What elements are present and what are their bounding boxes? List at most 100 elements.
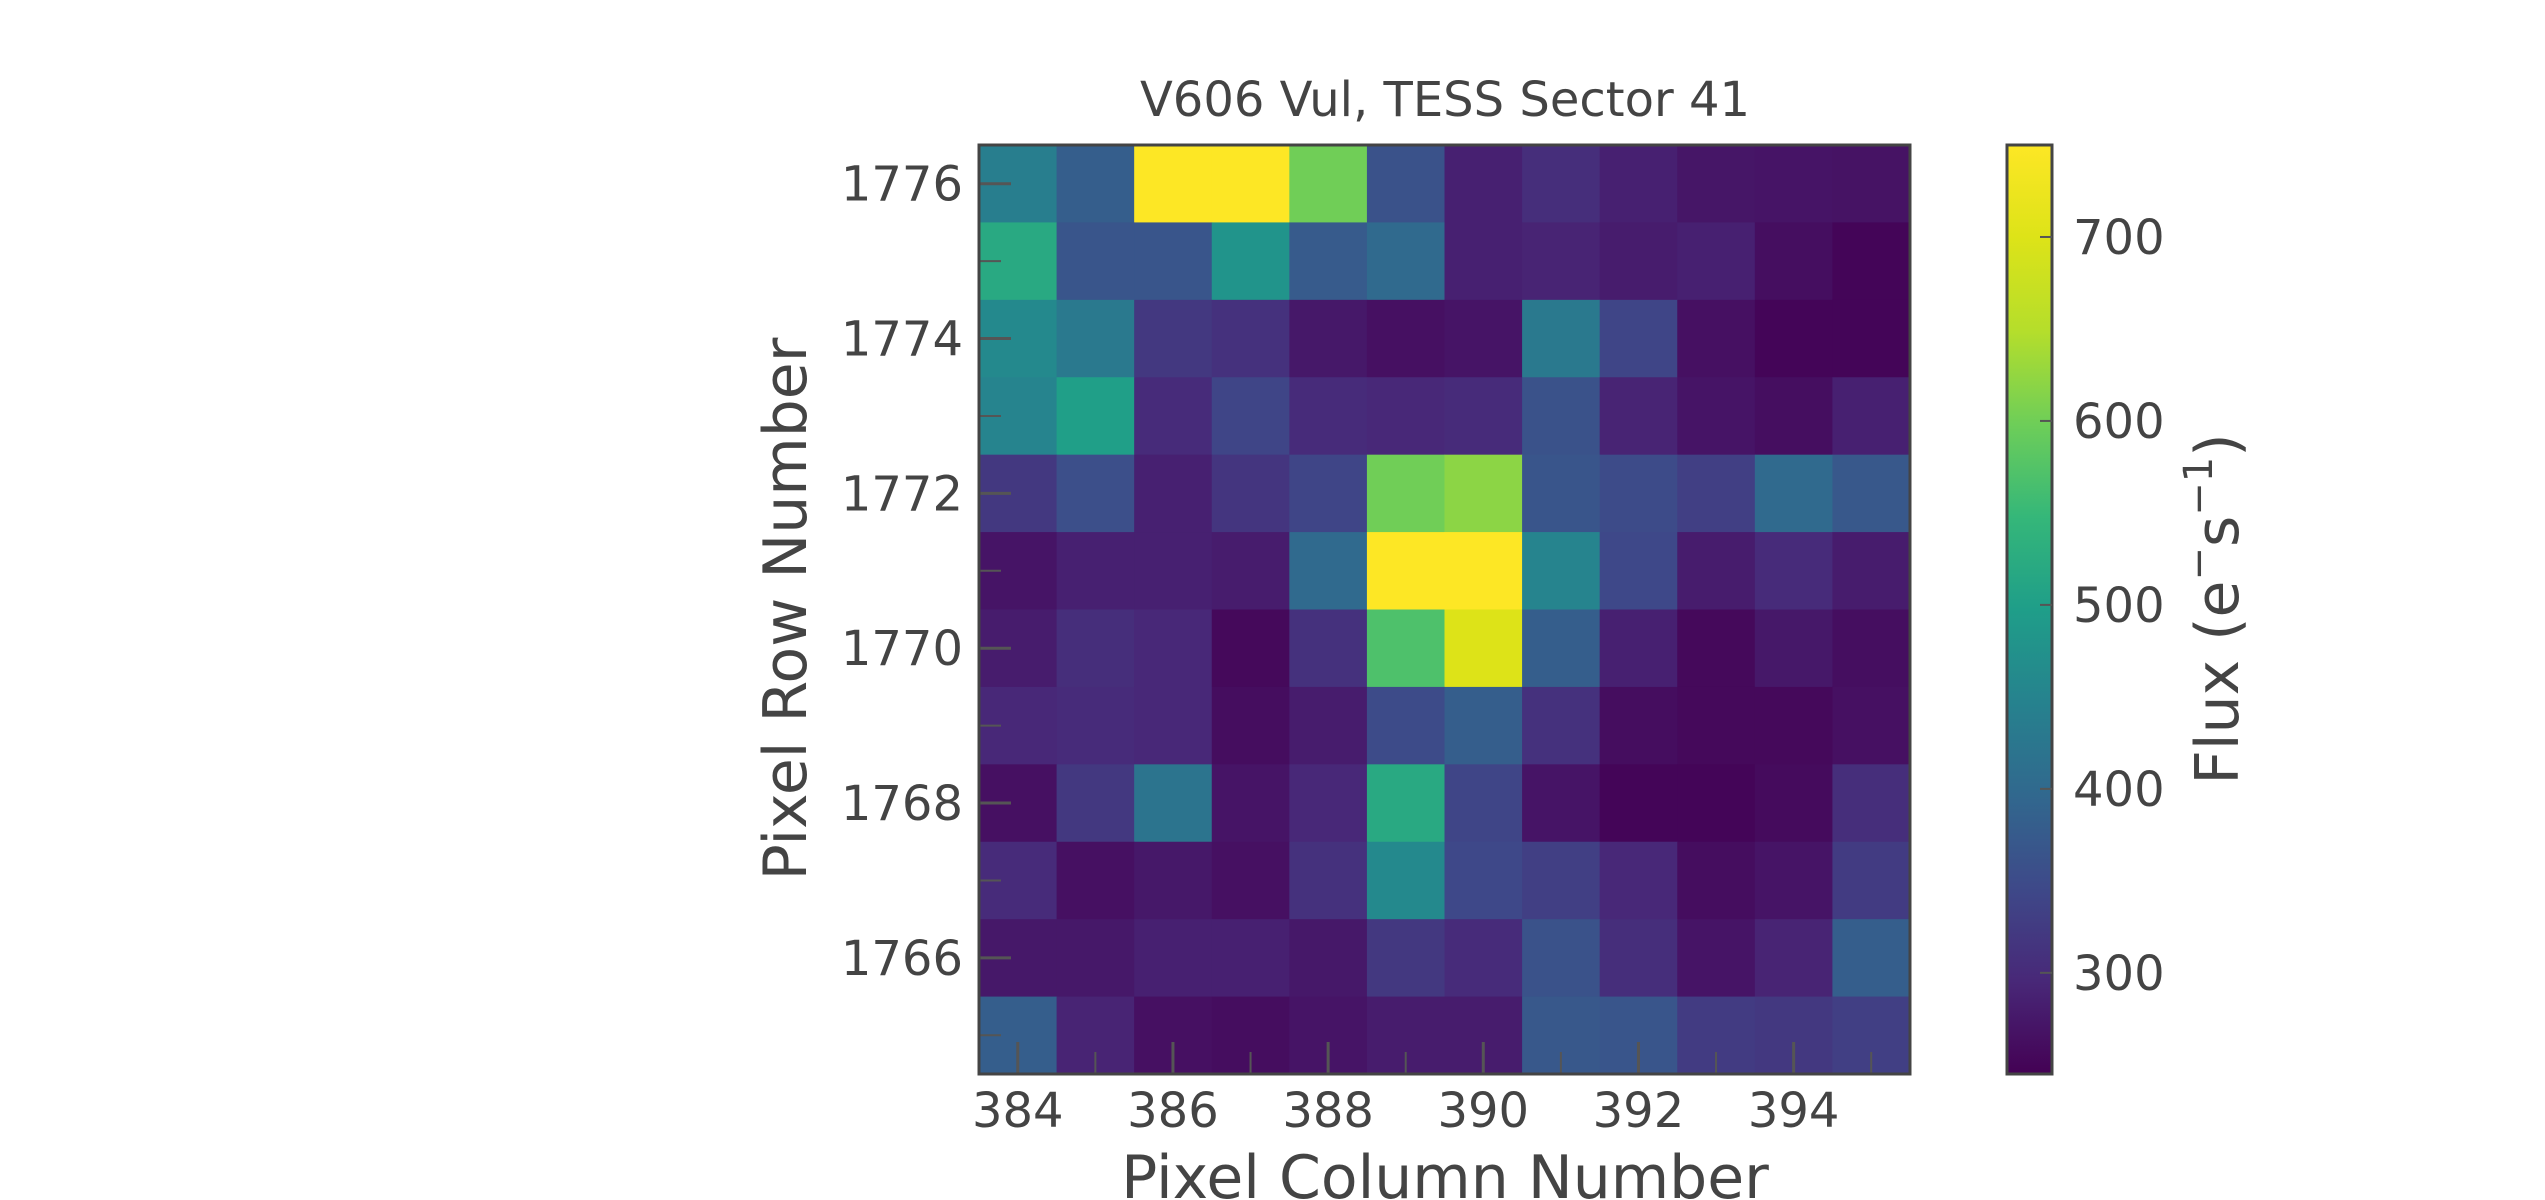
colorbar-tick-label: 600: [2073, 394, 2165, 450]
heatmap-cell: [1754, 145, 1834, 224]
heatmap-cell: [1754, 609, 1834, 688]
heatmap-cell: [1366, 686, 1446, 765]
heatmap-cell: [1134, 686, 1213, 765]
colorbar-tick-label: 300: [2073, 946, 2165, 1002]
heatmap-cell: [1056, 609, 1135, 688]
heatmap-cell: [1056, 841, 1135, 920]
heatmap-cell: [1832, 764, 1911, 843]
heatmap-cell: [1677, 377, 1756, 456]
heatmap-cell: [1134, 454, 1213, 533]
heatmap-cell: [1444, 145, 1523, 224]
x-tick-label: 386: [1127, 1083, 1219, 1139]
heatmap-cell: [1289, 222, 1368, 301]
heatmap-cell: [1444, 609, 1523, 688]
heatmap-cell: [1677, 299, 1756, 378]
y-tick-label: 1774: [841, 312, 963, 368]
heatmap-cell: [1522, 841, 1601, 920]
heatmap-cell: [1599, 377, 1678, 456]
heatmap-cell: [1211, 841, 1290, 920]
heatmap-cell: [1832, 919, 1911, 998]
heatmap-cell: [1522, 145, 1601, 224]
heatmap-cell: [1134, 299, 1213, 378]
y-axis-label: Pixel Row Number: [751, 337, 821, 880]
heatmap-cell: [1599, 222, 1678, 301]
heatmap-cell: [1444, 377, 1523, 456]
heatmap-cell: [1211, 454, 1290, 533]
heatmap-cell: [1754, 299, 1834, 378]
y-tick-label: 1770: [841, 621, 963, 677]
heatmap-cell: [1289, 764, 1368, 843]
heatmap-cell: [1754, 454, 1834, 533]
heatmap-cell: [1522, 609, 1601, 688]
heatmap-cell: [1366, 299, 1446, 378]
heatmap-cell: [1677, 841, 1756, 920]
heatmap-cells: [979, 145, 1911, 1075]
heatmap-cell: [1056, 919, 1135, 998]
heatmap-cell: [1444, 841, 1523, 920]
heatmap-cell: [1211, 222, 1290, 301]
heatmap-cell: [1754, 222, 1834, 301]
x-tick-label: 384: [972, 1083, 1064, 1139]
x-tick-label: 394: [1748, 1083, 1840, 1139]
heatmap-cell: [1522, 686, 1601, 765]
heatmap-cell: [1677, 919, 1756, 998]
colorbar: [2005, 143, 2054, 1076]
heatmap-cell: [1522, 919, 1601, 998]
heatmap-cell: [1599, 764, 1678, 843]
heatmap-cell: [1134, 609, 1213, 688]
axis-ticks: 384 386 388 390 392 394 1776 1774 1772 1770 1768 17…: [841, 157, 1873, 1139]
heatmap-cell: [1832, 609, 1911, 688]
heatmap-cell: [1599, 299, 1678, 378]
chart-title: V606 Vul, TESS Sector 41: [1140, 72, 1750, 128]
heatmap-cell: [1754, 841, 1834, 920]
plot-frame: [977, 143, 1912, 1076]
heatmap-cell: [1134, 222, 1213, 301]
heatmap-cell: [1599, 609, 1678, 688]
colorbar-tick-label: 400: [2073, 762, 2165, 818]
heatmap-cell: [1832, 532, 1911, 611]
heatmap-cell: [1211, 764, 1290, 843]
heatmap-cell: [1056, 454, 1135, 533]
heatmap-cell: [1522, 222, 1601, 301]
heatmap-cell: [1134, 145, 1213, 224]
heatmap-cell: [1056, 686, 1135, 765]
heatmap-cell: [1366, 764, 1446, 843]
y-tick-label: 1772: [841, 466, 963, 522]
heatmap-cell: [1832, 222, 1911, 301]
heatmap-cell: [1522, 299, 1601, 378]
heatmap-cell: [1289, 454, 1368, 533]
heatmap-cell: [1832, 145, 1911, 224]
y-tick-label: 1768: [841, 776, 963, 832]
heatmap-cell: [1444, 919, 1523, 998]
heatmap-cell: [1832, 454, 1911, 533]
heatmap-cell: [1677, 222, 1756, 301]
x-tick-label: 388: [1282, 1083, 1374, 1139]
heatmap-cell: [1444, 222, 1523, 301]
heatmap-cell: [1134, 919, 1213, 998]
heatmap-cell: [1522, 764, 1601, 843]
heatmap-cell: [1599, 145, 1678, 224]
heatmap-cell: [1289, 686, 1368, 765]
heatmap-cell: [1211, 299, 1290, 378]
heatmap-cell: [1134, 841, 1213, 920]
heatmap-cell: [1366, 532, 1446, 611]
heatmap-cell: [1599, 532, 1678, 611]
heatmap-cell: [1599, 841, 1678, 920]
heatmap-cell: [1056, 532, 1135, 611]
heatmap-cell: [1289, 841, 1368, 920]
heatmap-cell: [1289, 919, 1368, 998]
heatmap-cell: [1366, 145, 1446, 224]
heatmap-cell: [1677, 609, 1756, 688]
x-tick-label: 392: [1593, 1083, 1685, 1139]
heatmap-cell: [1134, 377, 1213, 456]
heatmap-cell: [1599, 919, 1678, 998]
heatmap-cell: [1444, 686, 1523, 765]
heatmap-cell: [1522, 532, 1601, 611]
heatmap-cell: [1832, 377, 1911, 456]
heatmap-cell: [1754, 764, 1834, 843]
heatmap-cell: [1599, 686, 1678, 765]
heatmap-cell: [1444, 532, 1523, 611]
heatmap-cell: [1134, 532, 1213, 611]
x-tick-label: 390: [1437, 1083, 1529, 1139]
